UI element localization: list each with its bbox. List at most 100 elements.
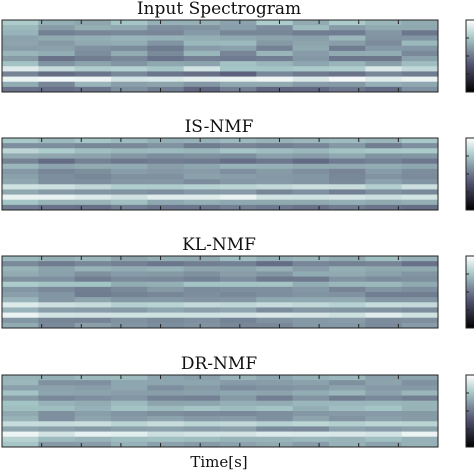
heatmap-cell xyxy=(220,174,257,180)
heatmap-cell xyxy=(220,153,257,160)
heatmap-cell xyxy=(401,138,439,144)
heatmap-cell xyxy=(147,390,185,397)
heatmap-cell xyxy=(147,143,185,149)
heatmap-cell xyxy=(111,292,148,298)
heatmap-cell xyxy=(365,86,403,93)
heatmap-cell xyxy=(329,189,366,196)
heatmap-cell xyxy=(256,400,294,407)
heatmap-cell xyxy=(365,148,403,154)
heatmap-cell xyxy=(111,61,148,67)
heatmap-cell xyxy=(111,431,148,438)
heatmap-cell xyxy=(111,66,148,72)
heatmap-cell xyxy=(292,71,330,78)
heatmap-cell xyxy=(38,45,76,52)
heatmap-cell xyxy=(401,76,439,83)
heatmap-cell xyxy=(74,148,112,154)
heatmap-cell xyxy=(220,71,257,78)
heatmap-cell xyxy=(329,411,366,417)
heatmap-cell xyxy=(147,30,185,36)
heatmap-cell xyxy=(2,143,39,149)
heatmap-cell xyxy=(220,61,257,67)
heatmap-cell xyxy=(74,426,112,433)
heatmap-cell xyxy=(256,61,294,67)
heatmap-cell xyxy=(147,307,185,314)
heatmap-cell xyxy=(38,76,76,83)
heatmap-cell xyxy=(2,158,39,165)
heatmap-cell xyxy=(401,40,439,47)
heatmap-cell xyxy=(2,148,39,154)
heatmap-cell xyxy=(365,375,403,381)
heatmap-cell xyxy=(329,426,366,433)
heatmap-cell xyxy=(329,302,366,308)
heatmap-cell xyxy=(111,25,148,31)
heatmap-cell xyxy=(256,179,294,185)
heatmap-cell xyxy=(111,416,148,422)
heatmap-cell xyxy=(147,411,185,417)
heatmap-cell xyxy=(365,390,403,397)
heatmap-cell xyxy=(111,307,148,314)
heatmap-cell xyxy=(329,317,366,324)
heatmap-cell xyxy=(220,199,257,206)
heatmap-cell xyxy=(365,307,403,314)
heatmap-cell xyxy=(111,30,148,36)
heatmap-cell xyxy=(147,174,185,180)
heatmap-cell xyxy=(365,431,403,438)
heatmap-cell xyxy=(147,271,185,278)
heatmap-cell xyxy=(220,168,257,175)
heatmap-cell xyxy=(365,317,403,324)
heatmap-cell xyxy=(74,81,112,88)
heatmap-cell xyxy=(256,143,294,149)
heatmap-cell xyxy=(183,302,221,308)
heatmap-cell xyxy=(183,153,221,160)
heatmap-cell xyxy=(183,421,221,427)
heatmap-cell xyxy=(2,86,39,93)
heatmap-cell xyxy=(401,71,439,78)
heatmap-cell xyxy=(2,286,39,293)
heatmap-cell xyxy=(111,81,148,88)
heatmap-cell xyxy=(256,266,294,272)
heatmap-cell xyxy=(401,281,439,288)
heatmap-cell xyxy=(292,76,330,83)
heatmap-cell xyxy=(111,163,148,170)
heatmap-cell xyxy=(329,281,366,288)
heatmap-cell xyxy=(365,153,403,160)
heatmap-cell xyxy=(38,317,76,324)
heatmap-cell xyxy=(147,385,185,391)
heatmap-cell xyxy=(183,271,221,278)
heatmap-cell xyxy=(365,168,403,175)
heatmap-cell xyxy=(111,395,148,402)
heatmap-cell xyxy=(2,281,39,288)
heatmap-cell xyxy=(183,380,221,386)
heatmap-cell xyxy=(256,416,294,422)
heatmap-cell xyxy=(329,286,366,293)
heatmap-cell xyxy=(183,148,221,154)
heatmap-cell xyxy=(292,168,330,175)
heatmap-cell xyxy=(74,25,112,31)
heatmap-cell xyxy=(329,163,366,170)
heatmap-cell xyxy=(183,163,221,170)
heatmap-cell xyxy=(365,416,403,422)
heatmap-cell xyxy=(365,71,403,78)
heatmap-cell xyxy=(329,50,366,57)
heatmap-cell xyxy=(220,416,257,422)
heatmap-cell xyxy=(111,86,148,93)
heatmap-cell xyxy=(365,441,403,448)
heatmap-cell xyxy=(183,71,221,78)
heatmap-cell xyxy=(401,375,439,381)
heatmap-cell xyxy=(329,30,366,36)
heatmap-cell xyxy=(220,390,257,397)
heatmap-cell xyxy=(220,292,257,298)
heatmap-cell xyxy=(147,256,185,262)
heatmap-cell xyxy=(365,66,403,72)
heatmap-cell xyxy=(220,40,257,47)
heatmap-cell xyxy=(147,138,185,144)
heatmap-cell xyxy=(401,292,439,298)
heatmap-cell xyxy=(220,148,257,154)
heatmap-cell xyxy=(292,395,330,402)
heatmap-cell xyxy=(292,385,330,391)
heatmap-cell xyxy=(292,45,330,52)
heatmap-cell xyxy=(2,400,39,407)
heatmap-cell xyxy=(329,276,366,283)
heatmap-cell xyxy=(183,281,221,288)
heatmap-cell xyxy=(401,25,439,31)
